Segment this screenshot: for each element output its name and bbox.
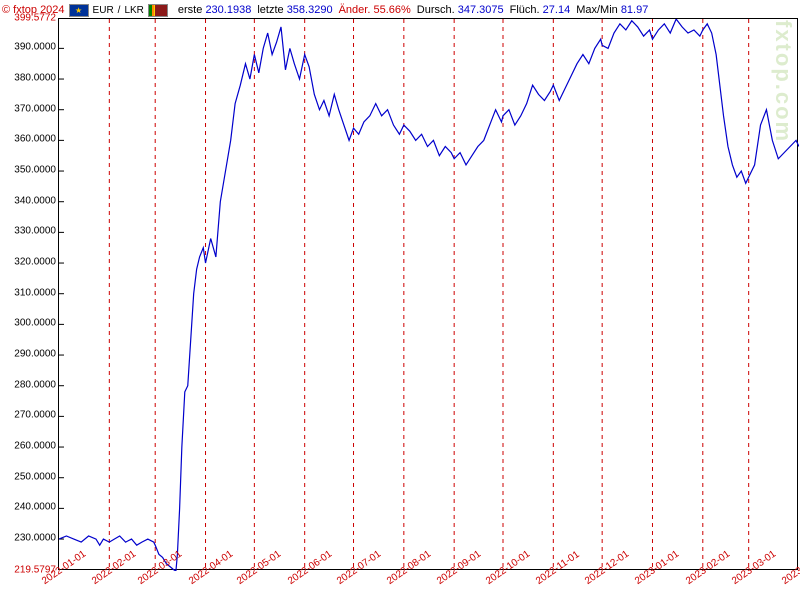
watermark-text: fxtop.com xyxy=(770,20,796,143)
pair-left: EUR xyxy=(93,5,114,16)
flag-lkr-icon xyxy=(148,4,168,17)
y-axis-labels: 399.5772230.0000240.0000250.0000260.0000… xyxy=(0,18,58,570)
flag-eur-icon: ★ xyxy=(69,4,89,17)
pair-sep: / xyxy=(118,5,121,16)
header-stats: erste 230.1938letzte 358.3290Änder. 55.6… xyxy=(172,4,648,16)
header-bar: © fxtop 2024 ★ EUR / LKR erste 230.1938l… xyxy=(0,2,800,18)
chart-area xyxy=(58,18,798,570)
pair-right: LKR xyxy=(124,5,143,16)
chart-svg xyxy=(59,19,799,571)
x-axis-labels: 2022-01-012022-02-012022-03-012022-04-01… xyxy=(58,570,798,600)
